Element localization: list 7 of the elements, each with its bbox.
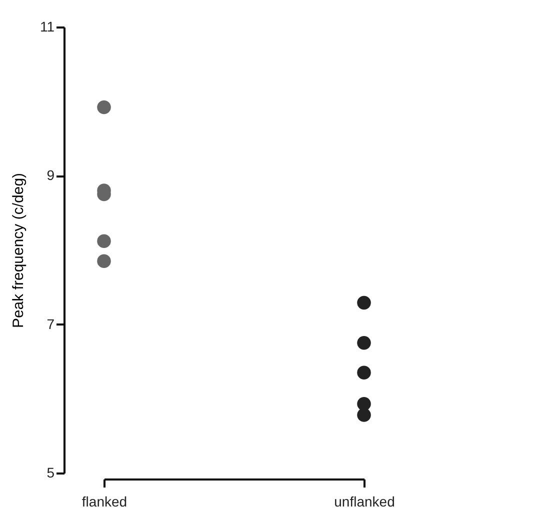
y-axis-title: Peak frequency (c/deg) xyxy=(10,172,27,328)
y-tick-label: 9 xyxy=(46,167,55,184)
y-tick-label: 7 xyxy=(46,316,55,332)
y-tick-label: 11 xyxy=(40,18,55,34)
x-tick-label: flanked xyxy=(82,494,128,510)
x-tick-label: unflanked xyxy=(334,494,395,510)
y-tick-label: 5 xyxy=(46,464,55,480)
